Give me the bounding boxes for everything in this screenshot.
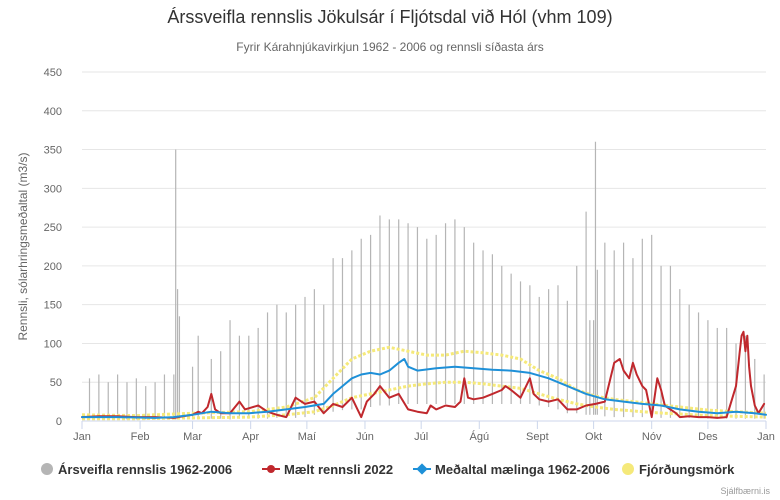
y-tick-label: 50 xyxy=(50,377,62,389)
y-tick-label: 300 xyxy=(44,183,62,195)
y-tick-label: 250 xyxy=(44,222,62,234)
chart-legend: Ársveifla rennslis 1962-2006 Mælt rennsli… xyxy=(0,459,780,479)
x-tick-label: Ágú xyxy=(469,430,489,443)
legend-symbol xyxy=(262,465,280,473)
legend-item[interactable]: Mælt rennsli 2022 xyxy=(262,459,393,479)
chart-title: Árssveifla rennslis Jökulsár í Fljótsdal… xyxy=(167,7,613,27)
credits-text[interactable]: Sjálfbærni.is xyxy=(720,486,770,496)
x-tick-label: Nóv xyxy=(642,431,662,443)
legend-symbol xyxy=(622,463,634,475)
legend-item[interactable]: Fjórðungsmörk xyxy=(621,459,734,479)
band-lower xyxy=(82,380,767,421)
y-tick-label: 0 xyxy=(56,416,62,428)
series-line xyxy=(81,358,767,419)
series-line xyxy=(81,330,766,419)
x-tick-label: Feb xyxy=(131,431,150,443)
legend-marker xyxy=(267,465,275,473)
legend-marker xyxy=(41,463,53,475)
plot-area xyxy=(81,141,767,421)
x-tick-label: Sept xyxy=(526,431,549,443)
series-range xyxy=(88,141,765,420)
y-tick-label: 200 xyxy=(44,261,62,273)
y-tick-label: 100 xyxy=(44,338,62,350)
legend-label: Fjórðungsmörk xyxy=(639,461,735,477)
y-tick-label: 350 xyxy=(44,145,62,157)
x-tick-label: Jan xyxy=(73,431,91,443)
legend-label: Ársveifla rennslis 1962-2006 xyxy=(58,461,233,477)
y-tick-label: 150 xyxy=(44,300,62,312)
y-tick-label: 450 xyxy=(44,67,62,79)
chart-subtitle: Fyrir Kárahnjúkavirkjun 1962 - 2006 og r… xyxy=(236,40,544,54)
x-tick-label: Júl xyxy=(414,431,428,443)
y-tick-label: 400 xyxy=(44,106,62,118)
x-tick-label: Jan xyxy=(757,431,775,443)
x-tick-label: Okt xyxy=(585,431,602,443)
legend-label: Mælt rennsli 2022 xyxy=(284,461,394,477)
legend-label: Meðaltal mælinga 1962-2006 xyxy=(435,461,610,477)
legend-item[interactable]: Meðaltal mælinga 1962-2006 xyxy=(413,459,610,479)
legend-marker xyxy=(416,463,428,475)
legend-symbol xyxy=(41,463,53,475)
x-tick-label: Des xyxy=(698,431,718,443)
legend-marker xyxy=(622,463,634,475)
x-tick-label: Mar xyxy=(183,431,202,443)
band-upper xyxy=(81,345,767,418)
series-band xyxy=(81,345,767,421)
x-tick-label: Maí xyxy=(298,431,316,443)
x-tick-label: Jún xyxy=(356,431,374,443)
legend-symbol xyxy=(413,463,431,475)
legend-item[interactable]: Ársveifla rennslis 1962-2006 xyxy=(40,459,232,479)
x-tick-label: Apr xyxy=(242,431,259,443)
y-axis-title: Rennsli, sólarhringsmeðaltal (m3/s) xyxy=(16,152,30,340)
